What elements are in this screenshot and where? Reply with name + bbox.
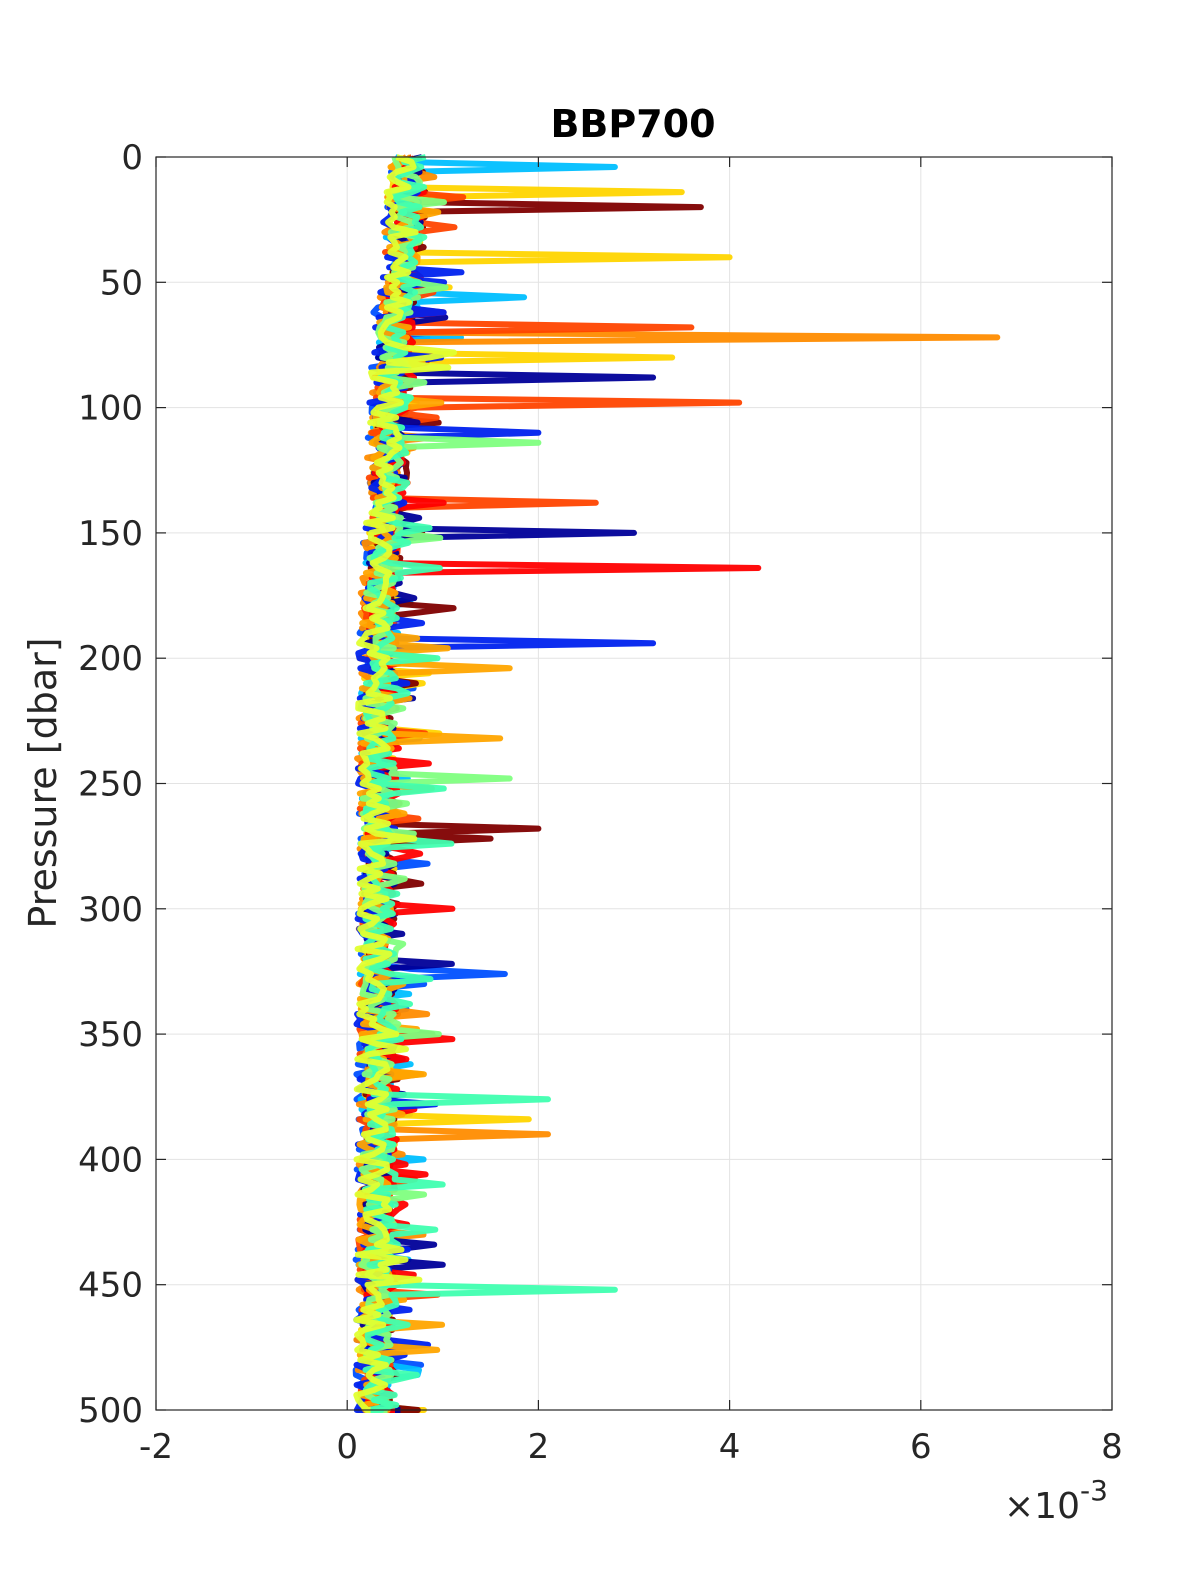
y-tick-labels: 0 50 100 150 200 250 300 350 400 450 500 [78,138,143,1431]
plot-area [352,154,1001,1413]
y-tick-label: 250 [78,765,143,805]
x-exponent-power: -3 [1080,1474,1108,1507]
x-tick-label: 4 [719,1427,741,1467]
profile-line [353,154,457,1413]
tick-marks [155,156,1113,1411]
x-tick-label: 2 [528,1427,550,1467]
chart-title: BBP700 [550,102,715,146]
x-tick-label: -2 [139,1427,173,1467]
y-tick-label: 50 [100,263,143,303]
y-tick-label: 400 [78,1140,143,1180]
y-tick-label: 450 [78,1266,143,1306]
y-tick-label: 0 [121,138,143,178]
x-tick-label: 0 [336,1427,358,1467]
y-axis-label: Pressure [dbar] [21,637,65,928]
x-exponent-base: ×10 [1004,1486,1080,1527]
y-tick-label: 200 [78,639,143,679]
y-tick-label: 500 [78,1391,143,1431]
y-tick-label: 300 [78,890,143,930]
x-tick-labels: -2 0 2 4 6 8 [139,1427,1123,1467]
x-tick-label: 8 [1101,1427,1123,1467]
x-tick-label: 6 [910,1427,932,1467]
y-tick-label: 100 [78,389,143,429]
y-tick-label: 150 [78,514,143,554]
x-exponent-label: ×10-3 [1004,1474,1108,1527]
y-tick-label: 350 [78,1015,143,1055]
